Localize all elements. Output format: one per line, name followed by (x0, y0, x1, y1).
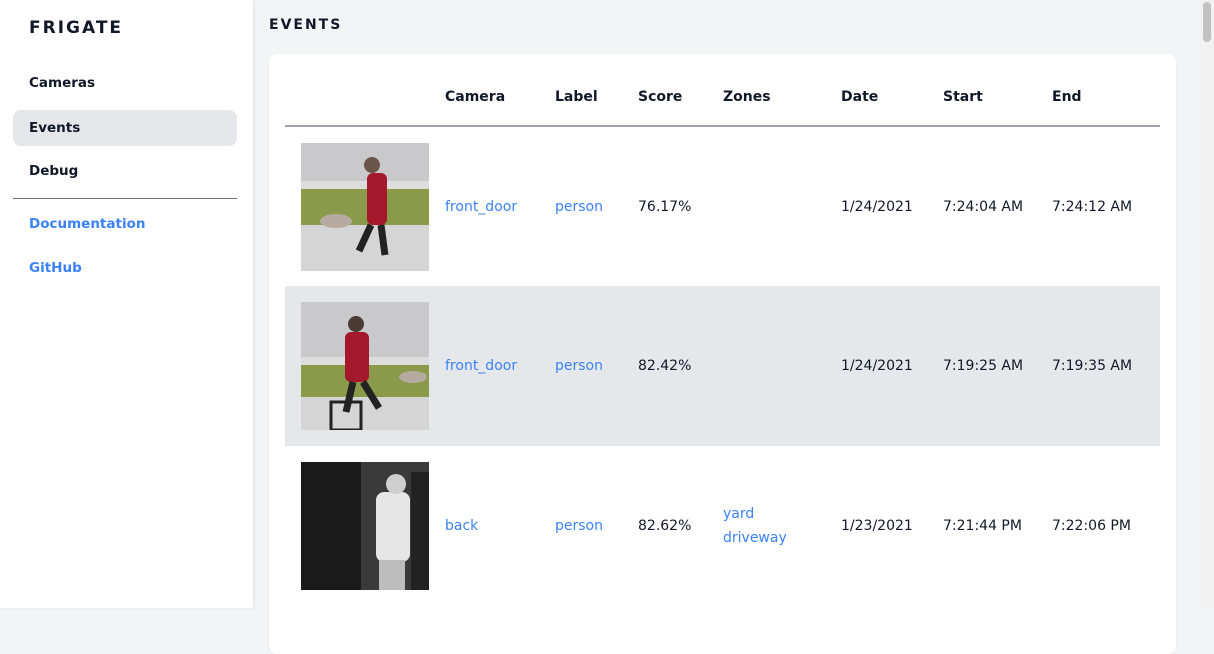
label-link[interactable]: person (555, 518, 603, 534)
event-thumbnail[interactable] (301, 302, 429, 430)
camera-link[interactable]: front_door (445, 198, 518, 215)
sidebar-item-cameras[interactable]: Cameras (29, 75, 96, 91)
camera-link[interactable]: front_door (445, 286, 555, 446)
col-date: Date (841, 54, 943, 127)
zones (723, 286, 841, 446)
table-header: Camera Label Score Zones Date Start End (285, 54, 1160, 127)
sidebar-item-events[interactable]: Events (13, 110, 237, 146)
col-end: End (1052, 54, 1160, 127)
score: 76.17% (638, 198, 692, 215)
sidebar: FRIGATE Cameras Events Debug Documentati… (0, 0, 253, 608)
zone-link[interactable]: driveway (723, 530, 787, 546)
date: 1/23/2021 (841, 518, 913, 534)
link-github[interactable]: GitHub (29, 260, 82, 276)
link-documentation[interactable]: Documentation (29, 216, 146, 232)
col-score: Score (638, 54, 723, 127)
table-row[interactable]: back person 82.62% yard driveway 1/23/202… (285, 446, 1160, 606)
zones (723, 126, 841, 286)
label-link[interactable]: person (555, 198, 603, 215)
start-time: 7:19:25 AM (943, 286, 1052, 446)
event-thumbnail[interactable] (301, 462, 429, 590)
table-row[interactable]: front_door person 76.17% 1/24/2021 7:24:… (285, 126, 1160, 286)
col-zones: Zones (723, 54, 841, 127)
score: 82.42% (638, 286, 723, 446)
col-camera: Camera (445, 54, 555, 127)
sidebar-item-debug[interactable]: Debug (29, 163, 79, 179)
zones: yard driveway (723, 446, 841, 606)
date: 1/24/2021 (841, 198, 913, 215)
col-label: Label (555, 54, 638, 127)
events-card: Camera Label Score Zones Date Start End … (269, 54, 1176, 654)
scrollbar[interactable] (1200, 0, 1214, 608)
score: 82.62% (638, 518, 692, 534)
divider (13, 198, 237, 199)
start-time: 7:21:44 PM (943, 518, 1022, 534)
col-thumbnail (285, 54, 445, 127)
date: 1/24/2021 (841, 286, 943, 446)
end-time: 7:24:12 AM (1052, 198, 1133, 215)
page-title: EVENTS (269, 17, 343, 33)
zone-link[interactable]: yard (723, 506, 755, 522)
end-time: 7:22:06 PM (1052, 518, 1131, 534)
event-thumbnail[interactable] (301, 142, 429, 271)
start-time: 7:24:04 AM (943, 198, 1024, 215)
brand-logo: FRIGATE (29, 18, 124, 38)
events-table: Camera Label Score Zones Date Start End … (285, 54, 1160, 606)
label-link[interactable]: person (555, 286, 638, 446)
scrollbar-thumb[interactable] (1203, 2, 1211, 42)
table-row[interactable]: front_door person 82.42% 1/24/2021 7:19:… (285, 286, 1160, 446)
col-start: Start (943, 54, 1052, 127)
camera-link[interactable]: back (445, 518, 479, 534)
end-time: 7:19:35 AM (1052, 286, 1160, 446)
